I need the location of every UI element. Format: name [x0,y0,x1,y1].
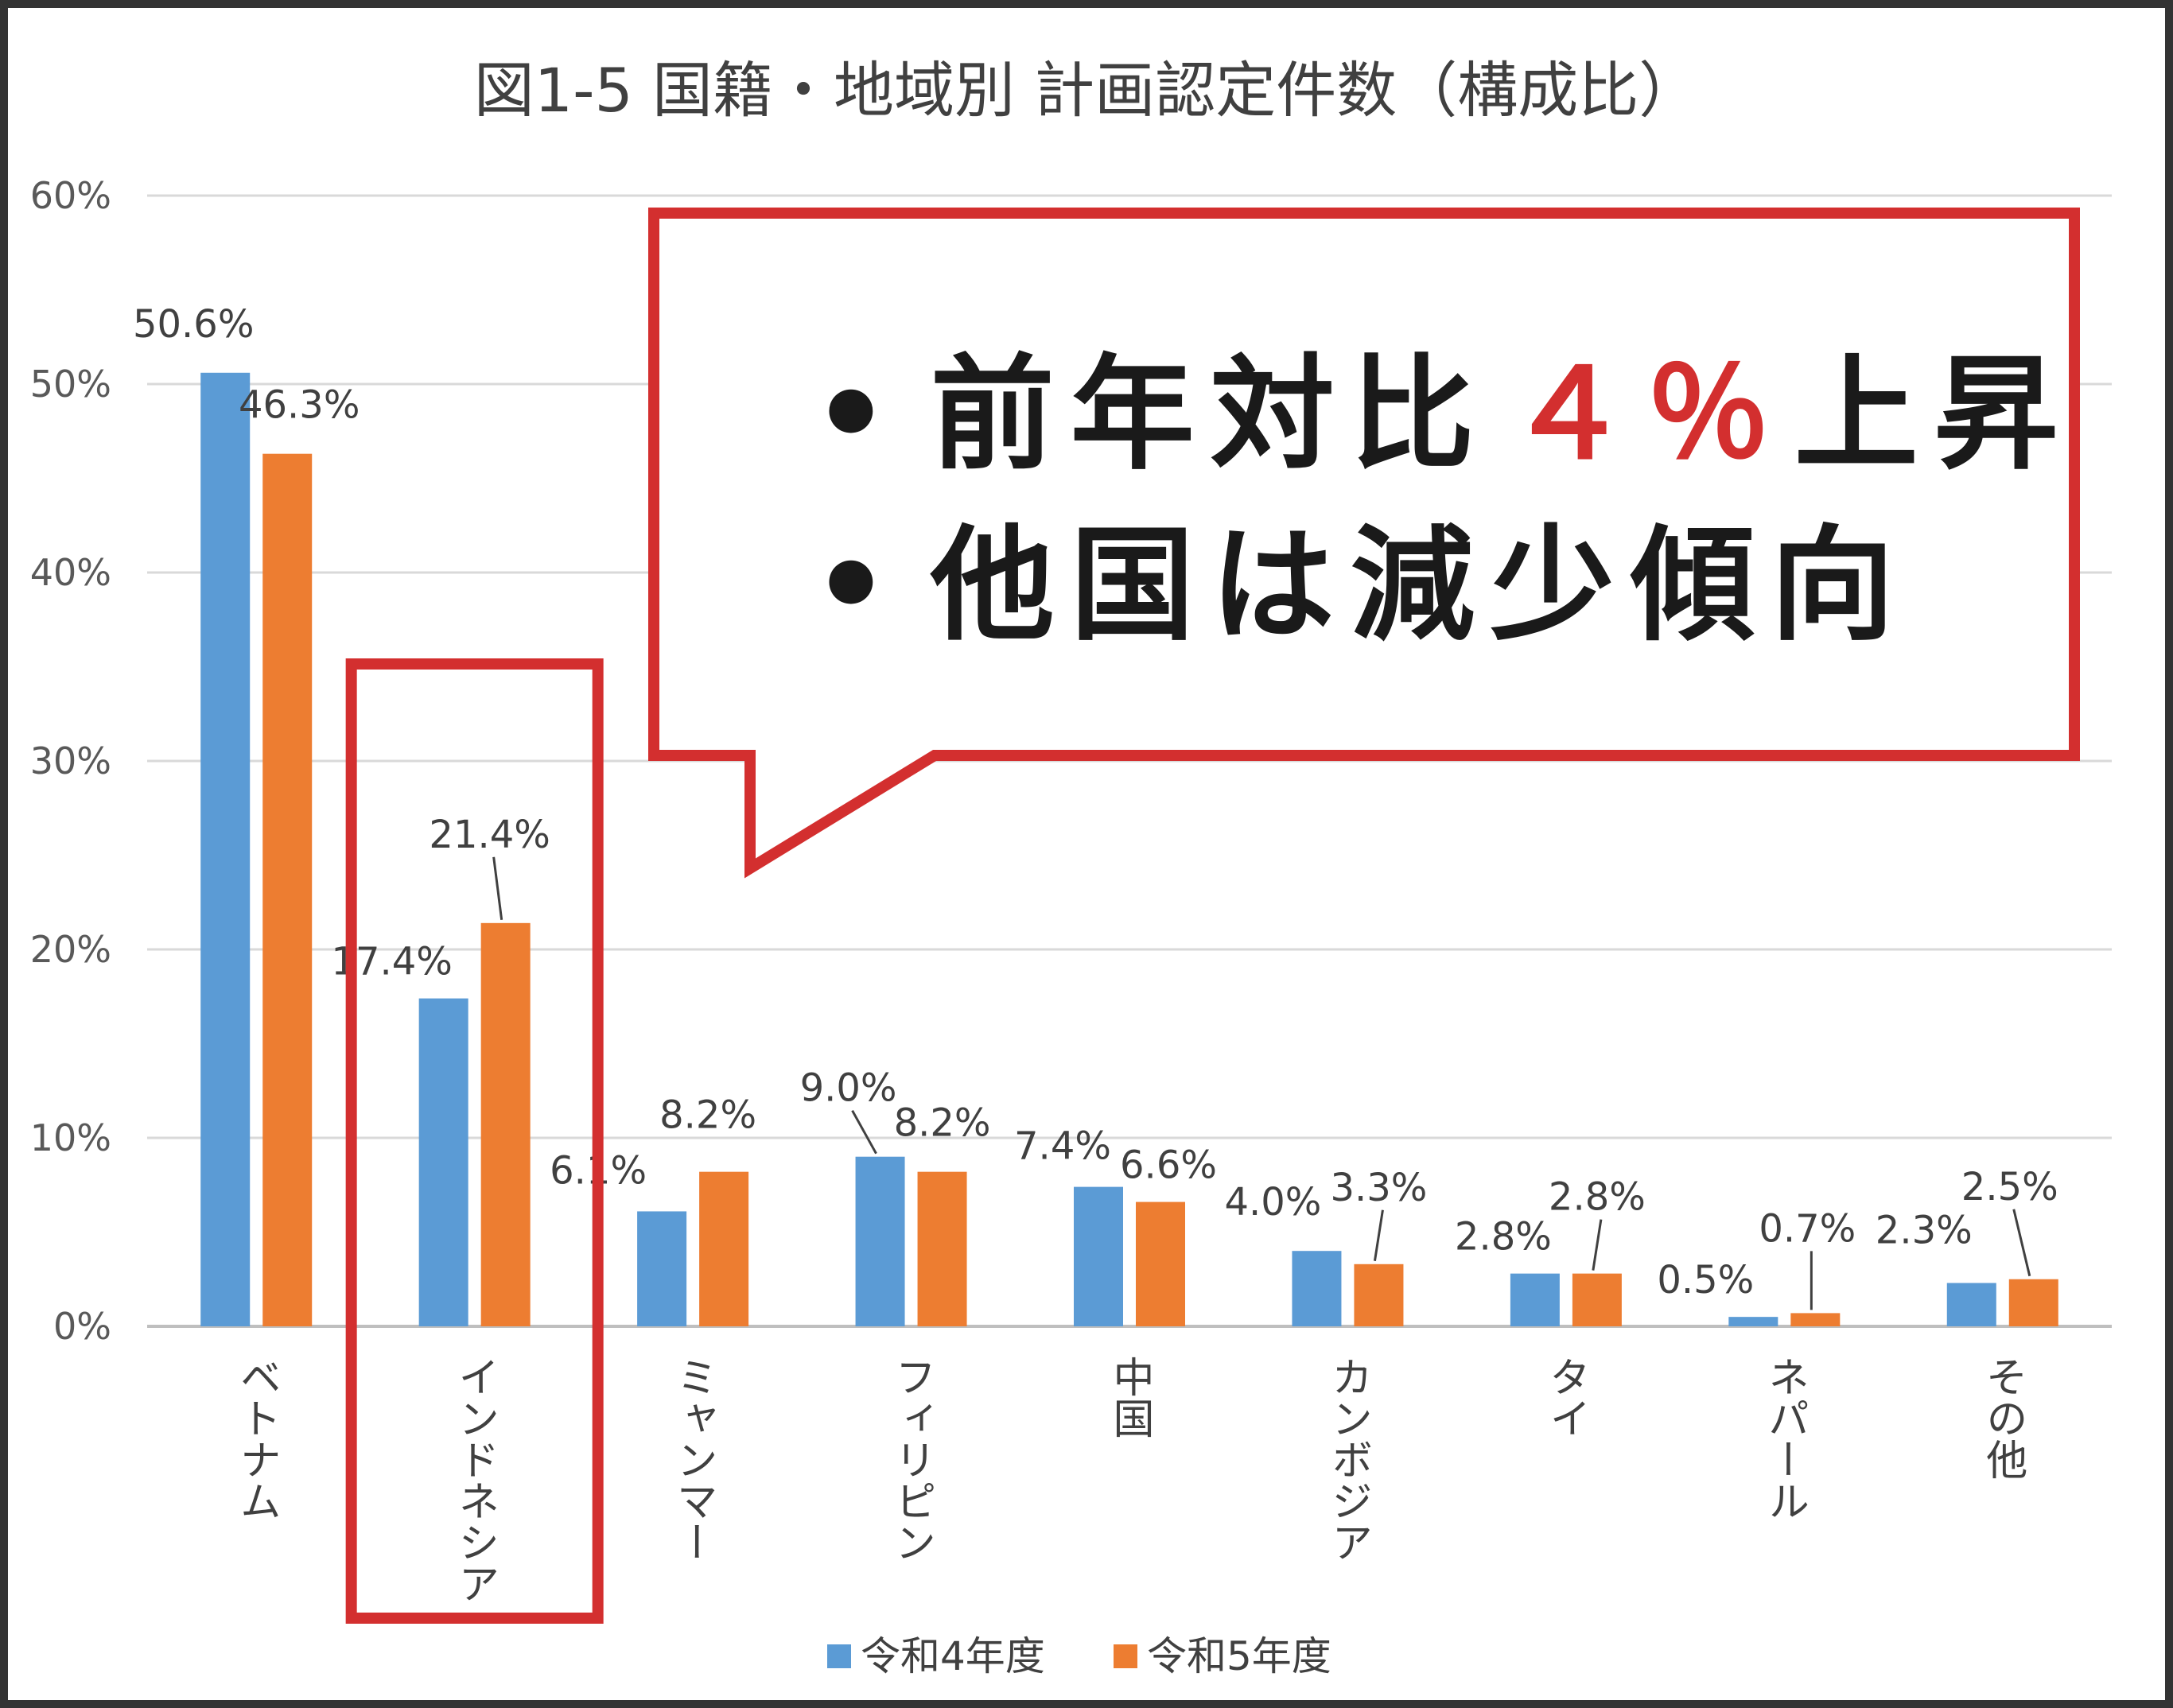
y-tick-label: 40% [30,551,111,594]
x-axis-categories: ベトナム インドネシア ミャンマー フィリピン 中国 カンボジア タイ ネパール その他 [232,1356,2027,1604]
y-tick-label: 20% [30,928,111,971]
y-tick-label: 50% [30,363,111,406]
category-label: 中国 [1106,1356,1153,1438]
bars [200,372,2058,1327]
data-label: 2.8% [1455,1215,1552,1260]
callout-line-1-end: 上昇 [1794,342,2074,487]
category-label: その他 [1979,1356,2027,1480]
bar [1292,1251,1342,1326]
category-label: ミャンマー [669,1356,717,1562]
y-tick-label: 60% [30,174,111,217]
data-label: 8.2% [894,1101,991,1146]
bar [1354,1264,1404,1326]
data-label: 0.5% [1657,1258,1754,1302]
callout-box: • 前年対比 ４％上昇 • 他国は減少傾向 [648,208,2080,879]
bar [2008,1279,2058,1326]
leader-line [851,1109,877,1155]
bar [262,453,313,1327]
legend-swatch [827,1644,851,1668]
callout-bullet-2: • [811,513,907,658]
callout-line-2-text: 他国は減少傾向 [930,513,1911,658]
leader-line [492,856,503,921]
bar [480,922,531,1326]
category-label: カンボジア [1324,1356,1371,1562]
data-label: 3.3% [1330,1166,1427,1210]
bar [1946,1283,1996,1326]
bar [1510,1273,1560,1326]
y-tick-label: 0% [53,1305,111,1348]
callout-line-1-text: 前年対比 [931,342,1491,487]
chart-title: 図1-5 国籍・地域別 計画認定件数（構成比） [474,55,1699,126]
callout-highlight: ４％ [1506,342,1786,487]
data-label: 9.0% [800,1066,897,1111]
legend: 令和4年度 令和5年度 [827,1633,1331,1679]
y-tick-label: 30% [30,739,111,782]
data-label: 2.3% [1876,1208,1973,1252]
category-label: タイ [1542,1356,1590,1438]
category-label: フィリピン [888,1356,935,1562]
legend-label: 令和5年度 [1147,1633,1331,1679]
category-label: インドネシア [451,1356,499,1604]
data-label: 0.7% [1759,1206,1856,1251]
data-label: 21.4% [429,813,550,857]
callout-line-2: • 他国は減少傾向 [811,513,1911,658]
category-label: ベトナム [232,1356,280,1521]
callout-line-1: • 前年対比 ４％上昇 [811,342,2074,487]
legend-swatch [1114,1644,1137,1668]
bar [1572,1273,1622,1326]
bar [418,998,468,1326]
leader-line [1592,1219,1603,1271]
data-label: 2.5% [1961,1165,2058,1209]
bar [1790,1313,1841,1326]
bar [1728,1317,1778,1326]
data-label: 6.6% [1120,1143,1217,1188]
data-label: 50.6% [133,302,254,347]
indonesia-highlight-box [345,658,604,1624]
callout-bubble [648,208,2080,879]
y-axis-ticks: 0% 10% 20% 30% 40% 50% 60% [30,174,111,1348]
data-label: 8.2% [659,1093,756,1138]
bar [917,1171,967,1326]
data-label: 4.0% [1224,1180,1321,1225]
data-label: 46.3% [239,383,360,428]
legend-label: 令和4年度 [861,1633,1045,1679]
bar [1136,1201,1185,1326]
data-label: 2.8% [1549,1175,1646,1220]
leader-line [2012,1209,2031,1277]
bar [637,1211,687,1326]
leader-line [1373,1209,1384,1262]
bar [1074,1186,1123,1326]
category-label: ネパール [1760,1356,1808,1521]
data-label: 7.4% [1014,1124,1111,1169]
callout-bullet-1: • [811,342,907,487]
y-tick-label: 10% [30,1116,111,1159]
bar [699,1171,749,1326]
bar [855,1156,905,1326]
bar [200,372,251,1326]
